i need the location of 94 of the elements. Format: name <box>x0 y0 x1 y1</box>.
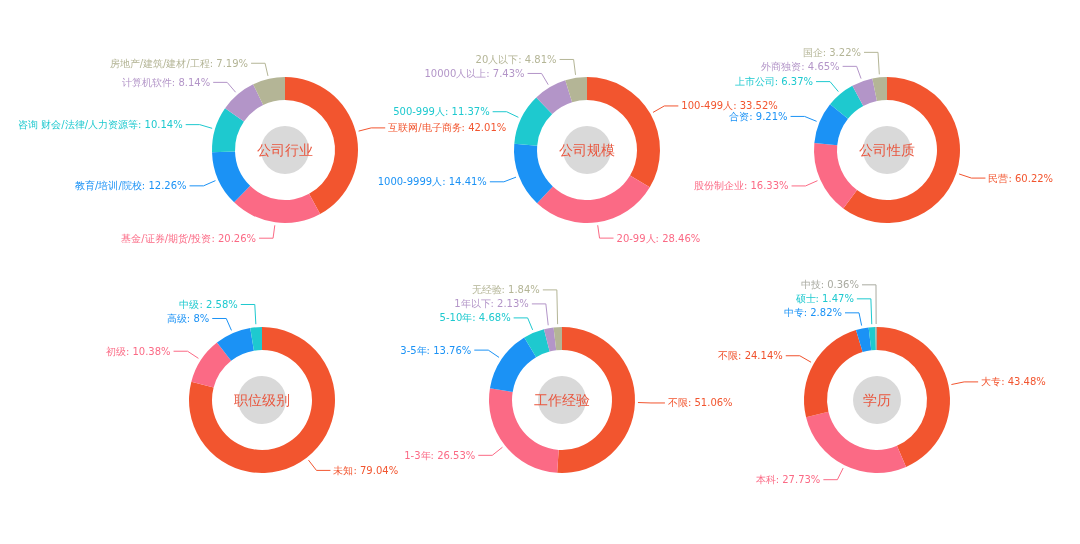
donut-slice <box>804 330 863 418</box>
data-label: : 51.06% <box>687 397 733 409</box>
donut-slice <box>537 175 650 223</box>
donut-slice <box>216 327 254 361</box>
slice-label: 股份制企业 <box>693 180 744 192</box>
slice-label: 初级 <box>105 345 126 357</box>
text: 公司规模 <box>559 141 615 158</box>
data-label: : 8.14% <box>171 76 211 88</box>
slice-label: 中技 <box>800 279 821 291</box>
data-label: : 4.81% <box>518 53 557 65</box>
text: 职位级别 <box>234 391 290 408</box>
text: 公司行业 <box>257 141 313 158</box>
donut-slice <box>872 77 887 102</box>
donut-slice <box>234 185 321 223</box>
data-label: : 7.43% <box>486 67 525 79</box>
data-label: : 0.36% <box>820 279 859 291</box>
text: 工作经验 <box>534 391 590 408</box>
data-label: : 8% <box>186 313 210 324</box>
slice-label: 高级 <box>166 313 187 324</box>
data-label: : 1.47% <box>815 293 854 305</box>
donut-slice <box>514 143 553 204</box>
data-label: : 33.52% <box>733 100 778 112</box>
slice-label: 上市公司 <box>734 76 775 88</box>
donut-slice <box>806 411 907 473</box>
donut-slice <box>855 327 872 353</box>
donut-slice <box>543 327 557 352</box>
donut-slice <box>514 97 553 146</box>
slice-label: 教育/培训/院校 <box>75 180 142 192</box>
donut-slice <box>536 80 573 115</box>
data-label: : 10.38% <box>125 345 171 357</box>
donut-slice <box>212 108 244 153</box>
data-label: : 27.73% <box>775 474 821 486</box>
data-label: : 12.26% <box>141 180 187 192</box>
donut-slice <box>877 327 950 467</box>
data-label: : 6.37% <box>774 76 814 88</box>
data-label: : 4.65% <box>801 60 840 72</box>
donut-slice <box>524 329 550 358</box>
donut-slice <box>852 78 877 106</box>
data-label: : 3.22% <box>822 46 862 58</box>
data-label: : 43.48% <box>1001 376 1046 388</box>
data-label: : 28.46% <box>655 232 701 244</box>
data-label: : 13.76% <box>426 344 472 356</box>
donut-slice <box>191 342 232 388</box>
slice-label: 计算机软件 <box>121 76 172 88</box>
slice-label: 咨询 财会/法律/人力资源等 <box>18 119 138 131</box>
slice-label: 1-3年 <box>404 449 431 461</box>
donut-slice <box>250 327 262 351</box>
slice-label: 中专 <box>783 307 804 319</box>
donut-slice <box>843 77 960 223</box>
data-label: : 16.33% <box>743 180 789 192</box>
data-label: : 14.41% <box>442 176 487 188</box>
data-label: : 2.58% <box>199 299 238 310</box>
donut-slice <box>814 142 858 209</box>
data-label: : 20.26% <box>211 232 257 244</box>
data-label: : 26.53% <box>430 449 476 461</box>
data-label: : 2.13% <box>490 298 529 310</box>
data-label: : 1.84% <box>501 284 540 296</box>
slice-label: 3-5年 <box>400 344 427 356</box>
donut-slice <box>814 104 848 146</box>
data-label: : 9.21% <box>749 110 788 122</box>
slice-label: 20-99人 <box>616 232 656 244</box>
data-label: : 60.22% <box>1008 172 1054 184</box>
data-label: : 24.14% <box>738 350 783 362</box>
donut-slice <box>189 327 335 473</box>
slice-label: 未知 <box>333 464 354 476</box>
slice-label: 1年以下 <box>454 298 491 310</box>
donut-slice <box>285 77 358 214</box>
donut-slice <box>868 327 876 351</box>
donut-slice <box>587 77 660 188</box>
slice-label: 20人以下 <box>475 53 519 65</box>
slice-label: 互联网/电子商务 <box>388 122 462 134</box>
data-label: : 4.68% <box>472 312 511 324</box>
donut-slice <box>225 84 264 122</box>
text: 公司性质 <box>859 141 915 158</box>
donut-slice <box>830 85 864 119</box>
data-label: : 11.37% <box>444 106 490 118</box>
slice-label: 本科 <box>755 474 776 486</box>
data-label: : 10.14% <box>138 119 183 131</box>
slice-label: 不限 <box>667 397 688 409</box>
donut-slice <box>253 77 285 106</box>
data-label: : 7.19% <box>209 57 249 69</box>
slice-label: 国企 <box>802 46 823 58</box>
slice-label: 房地产/建筑/建材/工程 <box>109 57 210 69</box>
data-label: : 79.04% <box>353 464 399 476</box>
slice-label: 硕士 <box>795 293 816 305</box>
donut-slice <box>489 337 537 392</box>
donut-slice <box>212 151 251 203</box>
data-label: : 42.01% <box>461 122 507 134</box>
donut-slice <box>565 77 587 103</box>
donut-slice <box>553 327 562 351</box>
text: 学历 <box>863 391 891 408</box>
slice-label: 500-999人 <box>393 106 445 118</box>
slice-label: 无经验 <box>471 284 502 296</box>
data-label: : 2.82% <box>803 307 843 319</box>
